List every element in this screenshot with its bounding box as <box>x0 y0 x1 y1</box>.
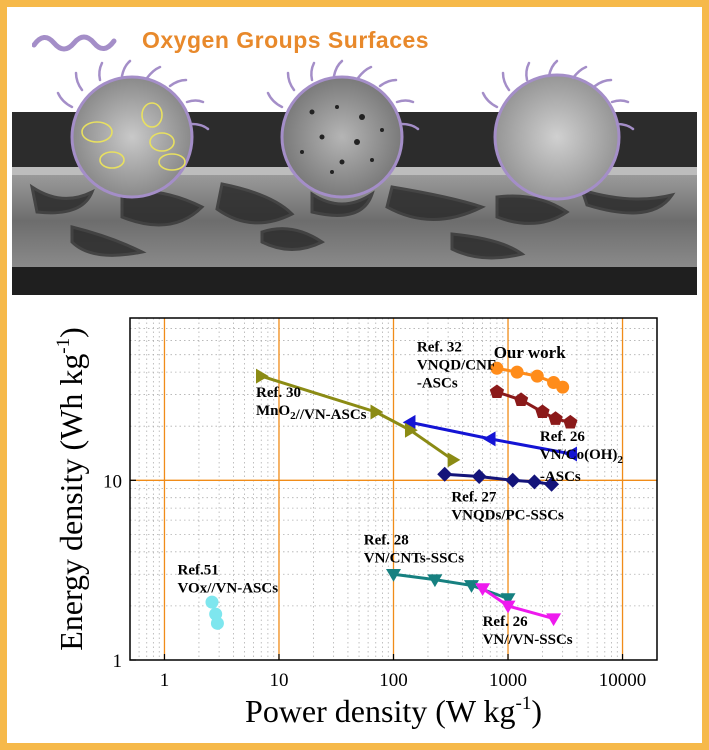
major-grid <box>130 318 657 660</box>
x-tick-label: 1000 <box>489 670 527 691</box>
data-point <box>386 569 401 582</box>
x-axis-label: Power density (W kg-1) <box>245 693 542 729</box>
annotation-label: Ref. 30 MnO2//VN-ASCs <box>256 385 367 423</box>
series-2 <box>402 414 577 462</box>
data-point <box>370 404 384 420</box>
data-point <box>404 422 418 438</box>
y-tick-label: 10 <box>103 471 122 492</box>
annotation-label: Ref. 26 VN/Co(OH)2 -ASCs <box>540 429 624 485</box>
data-point <box>556 380 570 394</box>
data-point <box>526 474 542 490</box>
annotation-label: Ref. 27 VNQDs/PC-SSCs <box>451 490 564 524</box>
minor-grid <box>130 318 657 660</box>
data-point <box>210 616 224 630</box>
series-line <box>260 374 454 462</box>
data-point <box>510 365 524 379</box>
data-point <box>544 476 560 492</box>
annotation-label: Ref. 32 VNQD/CNF -ASCs <box>417 340 496 392</box>
data-point <box>500 593 516 606</box>
data-point <box>471 468 487 484</box>
data-point <box>427 574 443 588</box>
series-6 <box>475 583 562 627</box>
data-point <box>437 466 453 482</box>
series-0 <box>490 361 570 394</box>
annotation-label: Ref.51 VOx//VN-ASCs <box>178 562 279 596</box>
x-tick-label: 100 <box>379 670 408 691</box>
data-point <box>564 446 577 462</box>
data-point <box>482 431 496 447</box>
data-point <box>490 361 504 375</box>
y-axis-label: Energy density (Wh kg-1) <box>53 327 89 651</box>
annotation-label: Ref. 28 VN/CNTs-SSCs <box>364 532 464 566</box>
series-1 <box>489 384 578 429</box>
data-point <box>402 414 416 430</box>
legend-label: Oxygen Groups Surfaces <box>142 26 430 53</box>
data-point <box>447 452 461 468</box>
x-tick-label: 1 <box>160 670 170 691</box>
x-tick-label: 10 <box>269 670 288 691</box>
data-point <box>505 472 521 488</box>
data-point <box>513 392 529 407</box>
data-point <box>548 411 563 425</box>
data-point <box>475 583 491 596</box>
sem-image-panel: Oxygen Groups Surfaces <box>12 12 697 295</box>
annotation-label: Our work <box>494 343 566 362</box>
series-4 <box>437 466 560 492</box>
data-point <box>530 369 544 383</box>
x-tick-label: 10000 <box>599 670 647 691</box>
y-tick-label: 1 <box>113 651 123 672</box>
data-point <box>255 368 269 384</box>
series-7 <box>205 595 224 630</box>
wavy-line-icon <box>32 34 117 52</box>
data-point <box>546 613 562 627</box>
data-point <box>500 600 516 614</box>
data-point <box>535 404 550 419</box>
annotation-label: Ref. 26 VN//VN-SSCs <box>483 614 573 648</box>
data-point <box>205 595 219 609</box>
sem-cross-section-image <box>12 59 697 295</box>
data-point <box>563 414 578 429</box>
series-3 <box>255 368 461 468</box>
data-point <box>489 384 505 399</box>
legend-row: Oxygen Groups Surfaces <box>32 20 429 60</box>
